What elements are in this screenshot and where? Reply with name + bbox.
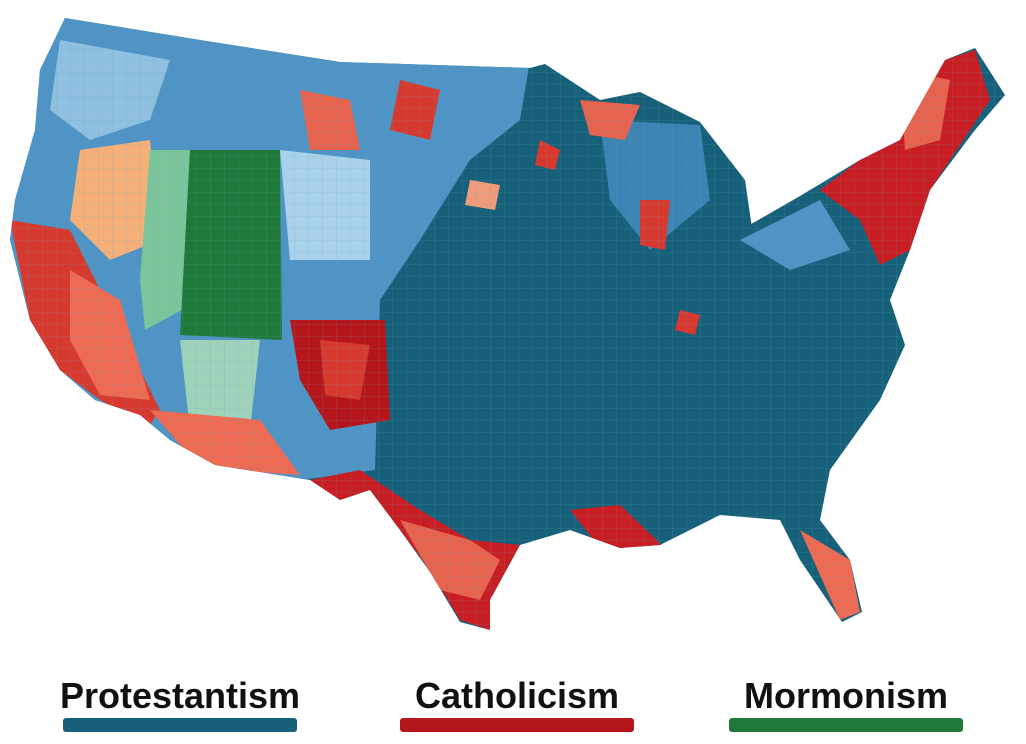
legend-label: Protestantism xyxy=(60,675,300,716)
us-map xyxy=(10,18,1005,630)
legend: Protestantism Catholicism Mormonism xyxy=(60,675,963,732)
legend-swatch xyxy=(63,718,297,732)
legend-item: Protestantism xyxy=(60,675,300,732)
legend-swatch xyxy=(729,718,963,732)
legend-swatch xyxy=(400,718,634,732)
legend-item: Catholicism xyxy=(400,675,634,732)
legend-label: Catholicism xyxy=(415,675,619,716)
legend-item: Mormonism xyxy=(729,675,963,732)
legend-label: Mormonism xyxy=(744,675,948,716)
